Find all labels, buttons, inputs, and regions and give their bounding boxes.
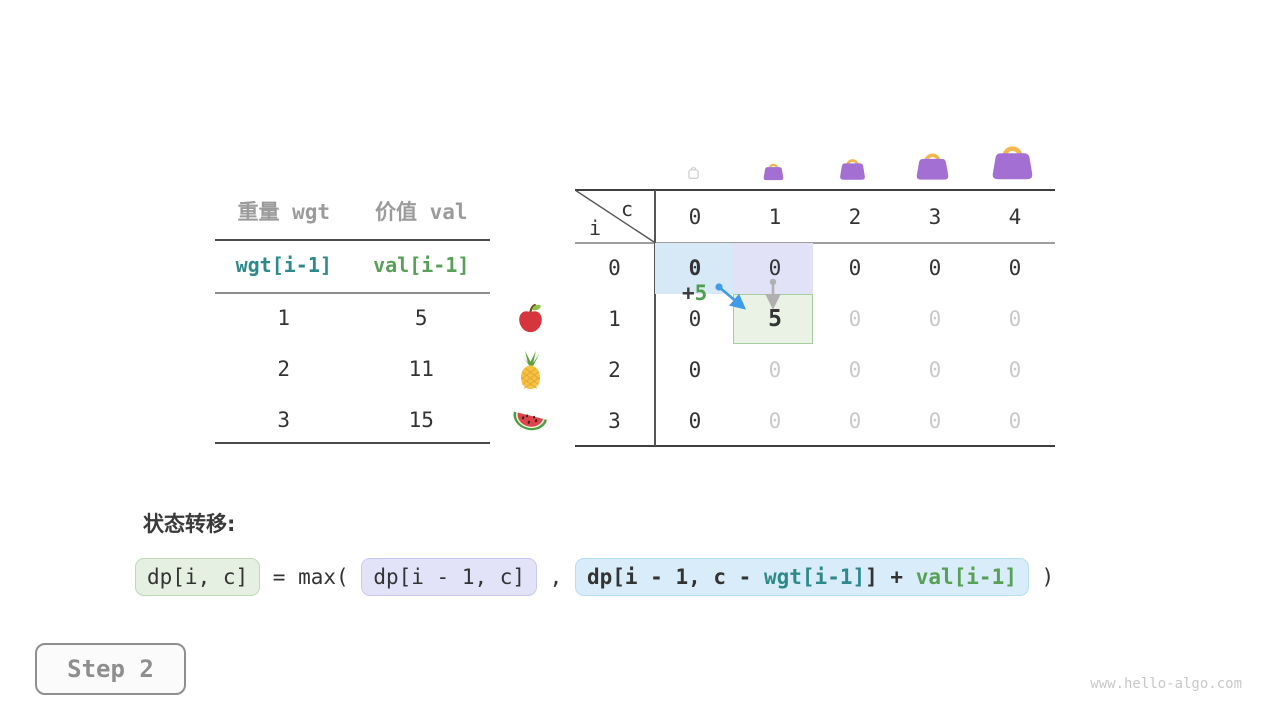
step-badge[interactable]: Step 2 — [35, 643, 186, 695]
dp-col-header-1: 1 — [768, 204, 782, 229]
bag-small-icon — [762, 159, 785, 181]
item-row-2: 2 11 — [215, 357, 490, 381]
dp-corner-row-var: i — [589, 216, 602, 240]
dp-row-header-2: 2 — [608, 357, 621, 382]
formula-option2-box: dp[i - 1, c - wgt[i-1]] + val[i-1] — [574, 558, 1029, 596]
weight-column-header: 重量 wgt — [237, 200, 331, 224]
value-column-header: 价值 val — [374, 200, 468, 224]
apple-icon — [515, 302, 546, 333]
added-value: 5 — [694, 281, 708, 305]
bag-xlarge-icon — [989, 137, 1036, 181]
dp-corner-col-var: c — [621, 197, 634, 221]
formula-option1-box: dp[i - 1, c] — [361, 558, 538, 596]
dp-cell-0-4: 0 — [1008, 256, 1022, 281]
dp-cell-3-1: 0 — [768, 408, 782, 433]
item-table-index-row: wgt[i-1] val[i-1] — [215, 253, 490, 277]
dp-row-headers: 0 1 2 3 — [575, 243, 654, 446]
dp-cell-1-1: 5 — [768, 306, 782, 333]
item2-weight: 2 — [277, 357, 291, 381]
item3-value: 15 — [408, 408, 434, 432]
dp-col-header-4: 4 — [1008, 204, 1022, 229]
dp-cell-3-0: 0 — [688, 408, 702, 433]
dp-table-rule-top — [575, 189, 1055, 191]
dp-cell-3-2: 0 — [848, 408, 862, 433]
dp-cell-1-0: 0 — [688, 307, 702, 332]
formula-option2-prefix: dp[i - 1, c - — [586, 565, 764, 589]
dp-cell-0-3: 0 — [928, 256, 942, 281]
item-table-header: 重量 wgt 价值 val — [215, 196, 490, 226]
dp-table-divider — [654, 190, 656, 446]
formula-close-paren: ) — [1028, 565, 1055, 589]
dp-cell-1-3: 0 — [928, 307, 942, 332]
bag-empty-icon — [685, 164, 702, 180]
dp-cell-1-2: 0 — [848, 307, 862, 332]
state-transition-heading: 状态转移: — [143, 512, 236, 536]
dp-column-headers: 0 1 2 3 4 — [655, 190, 1055, 243]
dp-cell-2-4: 0 — [1008, 357, 1022, 382]
item2-value: 11 — [408, 357, 434, 381]
plus-value-annotation: +5 — [682, 281, 707, 305]
formula-option2-val: val[i-1] — [915, 565, 1017, 589]
dp-cell-2-3: 0 — [928, 357, 942, 382]
dp-cell-2-0: 0 — [688, 357, 702, 382]
watermelon-icon — [510, 404, 550, 435]
item-row-3: 3 15 — [215, 408, 490, 432]
dp-col-header-0: 0 — [688, 204, 702, 229]
item1-value: 5 — [414, 306, 428, 330]
watermark: www.hello-algo.com — [1090, 676, 1242, 692]
item3-weight: 3 — [277, 408, 291, 432]
plus-sign: + — [682, 281, 695, 305]
dp-cell-3-4: 0 — [1008, 408, 1022, 433]
dp-col-header-3: 3 — [928, 204, 942, 229]
state-transition-formula: dp[i, c] = max( dp[i - 1, c] , dp[i - 1,… — [135, 558, 1054, 596]
dp-row-header-1: 1 — [608, 307, 621, 332]
dp-cell-2-1: 0 — [768, 357, 782, 382]
formula-equals-max: = max( — [260, 565, 362, 589]
item-table-rule-mid — [215, 292, 490, 294]
formula-lhs-box: dp[i, c] — [135, 558, 261, 596]
item1-weight: 1 — [277, 306, 291, 330]
dp-grid: 0 0 0 0 0 0 5 0 0 0 0 0 0 0 0 0 0 0 0 0 — [655, 243, 1055, 446]
item-table-rule-bottom — [215, 442, 490, 444]
dp-row-header-0: 0 — [608, 256, 621, 281]
dp-cell-0-2: 0 — [848, 256, 862, 281]
dp-cell-1-4: 0 — [1008, 307, 1022, 332]
wgt-index-label: wgt[i-1] — [235, 253, 332, 277]
bag-medium-icon — [838, 153, 867, 181]
dp-row-header-3: 3 — [608, 408, 621, 433]
dp-col-header-2: 2 — [848, 204, 862, 229]
item-table-rule-top — [215, 239, 490, 241]
dp-cell-2-2: 0 — [848, 357, 862, 382]
dp-table-rule-header — [575, 242, 1055, 244]
bag-large-icon — [914, 146, 951, 181]
item-row-1: 1 5 — [215, 306, 490, 330]
pineapple-icon — [514, 349, 547, 391]
dp-table-rule-bottom — [575, 445, 1055, 447]
formula-option2-wgt: wgt[i-1] — [763, 565, 866, 589]
dp-cell-0-0: 0 — [688, 256, 702, 281]
dp-corner-diagonal — [575, 190, 655, 243]
formula-option2-mid: ] + — [865, 565, 916, 589]
val-index-label: val[i-1] — [373, 253, 470, 277]
dp-cell-0-1: 0 — [768, 256, 782, 281]
dp-cell-3-3: 0 — [928, 408, 942, 433]
formula-comma: , — [537, 565, 575, 589]
